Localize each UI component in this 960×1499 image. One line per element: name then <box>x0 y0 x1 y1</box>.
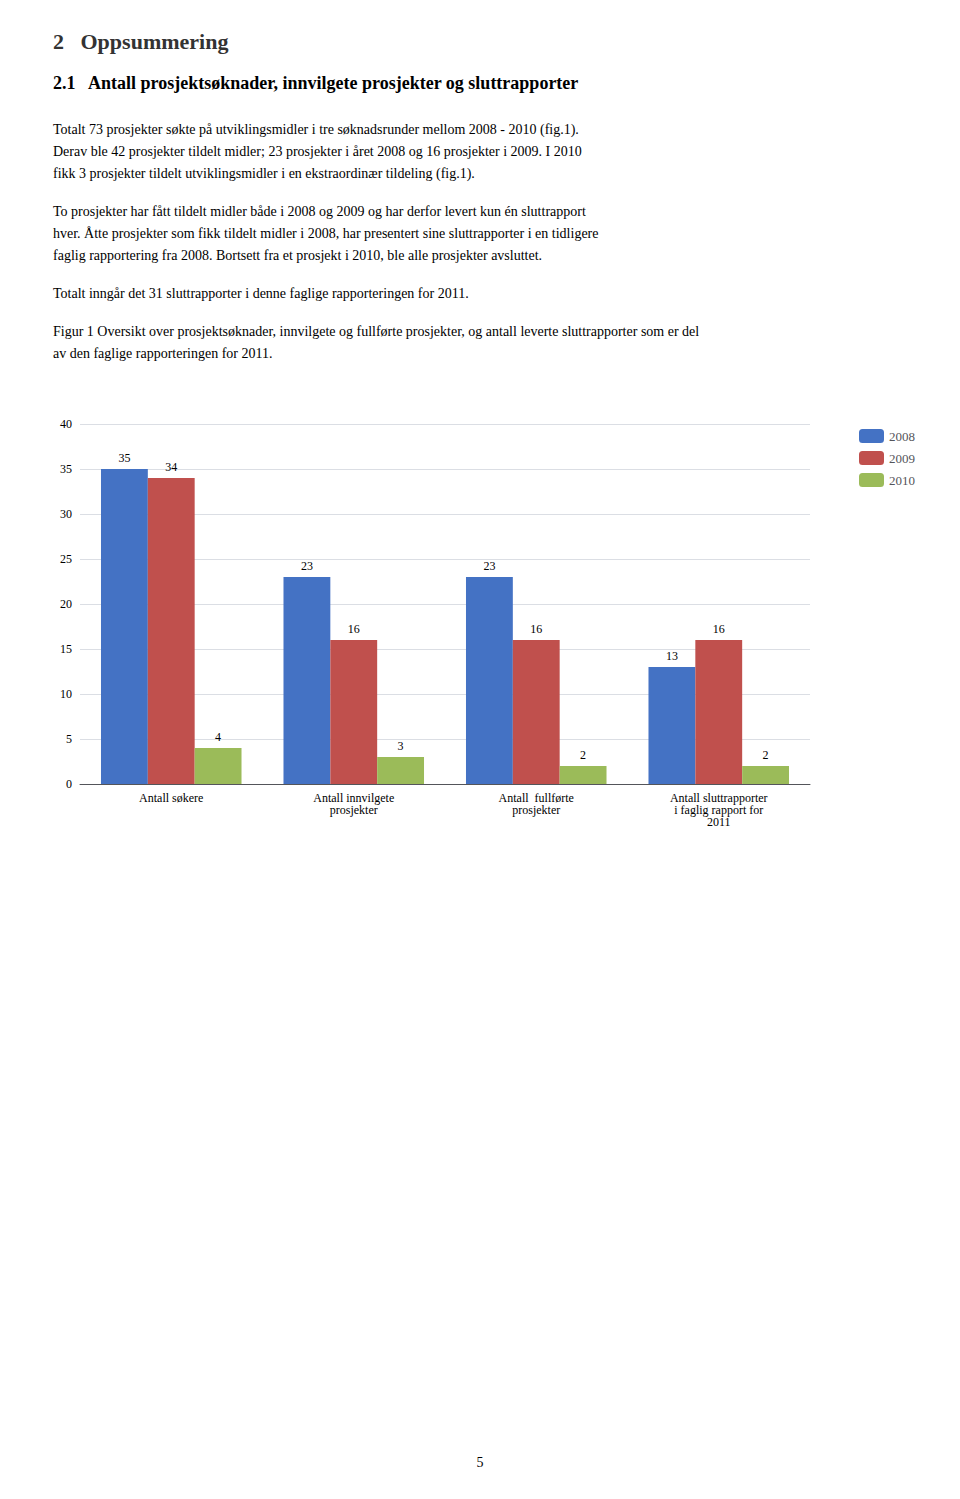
svg-text:25: 25 <box>60 552 72 566</box>
svg-text:prosjekter: prosjekter <box>512 803 560 817</box>
svg-text:20: 20 <box>60 597 72 611</box>
svg-text:2010: 2010 <box>889 473 915 488</box>
svg-text:i faglig rapport for: i faglig rapport for <box>674 803 764 817</box>
svg-text:35: 35 <box>118 451 130 465</box>
svg-text:16: 16 <box>530 622 542 636</box>
svg-text:faglig rapportering fra 2008.: faglig rapportering fra 2008. Bortsett f… <box>53 248 542 263</box>
svg-text:2008: 2008 <box>889 429 915 444</box>
svg-text:2.1 Antall prosjektsøknader,: 2.1 Antall prosjektsøknader, innvilgete … <box>53 73 578 93</box>
svg-text:30: 30 <box>60 507 72 521</box>
svg-text:40: 40 <box>60 417 72 431</box>
svg-text:2: 2 <box>580 748 586 762</box>
svg-text:av den faglige rapporteringen: av den faglige rapporteringen for 2011. <box>53 346 273 361</box>
svg-text:16: 16 <box>348 622 360 636</box>
svg-text:13: 13 <box>666 649 678 663</box>
svg-text:15: 15 <box>60 642 72 656</box>
svg-text:hver. Åtte prosjekter som fikk: hver. Åtte prosjekter som fikk tildelt m… <box>53 226 598 241</box>
svg-text:fikk 3 prosjekter tildelt utvi: fikk 3 prosjekter tildelt utviklingsmidl… <box>53 166 475 182</box>
svg-text:Antall søkere: Antall søkere <box>139 791 203 805</box>
svg-text:2: 2 <box>763 748 769 762</box>
svg-text:4: 4 <box>215 730 221 744</box>
svg-text:16: 16 <box>713 622 725 636</box>
svg-text:Totalt 73 prosjekter søkte på: Totalt 73 prosjekter søkte på utviklings… <box>53 122 579 138</box>
svg-text:2011: 2011 <box>707 815 731 829</box>
svg-text:prosjekter: prosjekter <box>330 803 378 817</box>
svg-text:35: 35 <box>60 462 72 476</box>
svg-text:Totalt inngår det 31 sluttrapp: Totalt inngår det 31 sluttrapporter i de… <box>53 286 469 301</box>
svg-text:2009: 2009 <box>889 451 915 466</box>
svg-text:3: 3 <box>398 739 404 753</box>
svg-text:10: 10 <box>60 687 72 701</box>
svg-text:Derav ble 42 prosjekter tildel: Derav ble 42 prosjekter tildelt midler; … <box>53 144 582 159</box>
svg-text:23: 23 <box>301 559 313 573</box>
svg-text:23: 23 <box>483 559 495 573</box>
svg-text:34: 34 <box>165 460 177 474</box>
svg-text:2 Oppsummering: 2 Oppsummering <box>53 29 228 54</box>
svg-text:Antall fullførte: Antall fullførte <box>498 791 574 805</box>
svg-text:5: 5 <box>66 732 72 746</box>
svg-text:Figur 1 Oversikt over prosjekt: Figur 1 Oversikt over prosjektsøknader, … <box>53 324 699 339</box>
svg-text:To prosjekter har fått tildelt: To prosjekter har fått tildelt midler bå… <box>53 204 586 219</box>
svg-text:5: 5 <box>477 1455 484 1470</box>
svg-text:Antall innvilgete: Antall innvilgete <box>313 791 395 805</box>
svg-text:0: 0 <box>66 777 72 791</box>
svg-text:Antall sluttrapporter: Antall sluttrapporter <box>669 791 768 805</box>
